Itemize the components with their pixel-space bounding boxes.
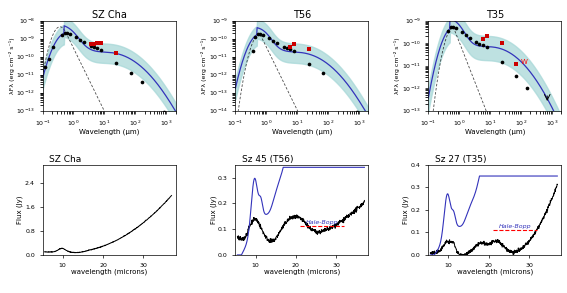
Point: [112, 51, 121, 56]
Point: [66, 32, 75, 36]
Point: [483, 34, 492, 39]
Y-axis label: Flux (Jy): Flux (Jy): [210, 196, 217, 224]
Point: [497, 59, 506, 64]
Y-axis label: Flux (Jy): Flux (Jy): [403, 196, 409, 224]
Point: [290, 42, 299, 46]
Text: SZ Cha: SZ Cha: [49, 155, 82, 164]
Point: [58, 33, 67, 37]
Point: [452, 25, 461, 30]
Point: [268, 38, 277, 43]
Point: [304, 47, 314, 52]
Point: [45, 57, 54, 62]
Point: [251, 35, 260, 40]
Point: [279, 45, 288, 49]
Point: [466, 36, 475, 41]
Point: [137, 79, 146, 84]
Point: [61, 30, 70, 35]
X-axis label: Wavelength (µm): Wavelength (µm): [464, 129, 525, 135]
Point: [448, 25, 458, 29]
Point: [160, 110, 169, 115]
Point: [259, 33, 268, 37]
Point: [254, 32, 263, 36]
Point: [264, 35, 273, 40]
Point: [282, 46, 291, 50]
X-axis label: wavelength (microns): wavelength (microns): [456, 269, 533, 275]
Text: Hale-Bopp: Hale-Bopp: [498, 224, 531, 229]
Y-axis label: λFλ (erg cm⁻² s⁻¹): λFλ (erg cm⁻² s⁻¹): [201, 37, 208, 94]
Point: [92, 46, 101, 51]
Point: [285, 47, 294, 52]
X-axis label: wavelength (microns): wavelength (microns): [264, 269, 340, 275]
Point: [112, 60, 121, 65]
Text: Sz 45 (T56): Sz 45 (T56): [242, 155, 294, 164]
Point: [512, 74, 521, 78]
Point: [285, 45, 294, 49]
Point: [353, 110, 362, 115]
Y-axis label: λFλ (erg cm⁻² s⁻¹): λFλ (erg cm⁻² s⁻¹): [395, 37, 400, 94]
Point: [86, 42, 95, 46]
Point: [97, 40, 106, 45]
Point: [89, 45, 98, 50]
Point: [319, 71, 328, 76]
Point: [97, 47, 106, 52]
Point: [512, 62, 521, 66]
Point: [479, 43, 488, 47]
Title: T56: T56: [293, 10, 311, 20]
Point: [497, 41, 506, 45]
Point: [483, 45, 492, 50]
Text: Sz 27 (T35): Sz 27 (T35): [435, 155, 486, 164]
Y-axis label: λFλ (erg cm⁻² s⁻¹): λFλ (erg cm⁻² s⁻¹): [9, 37, 15, 94]
Point: [462, 33, 471, 38]
X-axis label: wavelength (microns): wavelength (microns): [71, 269, 147, 275]
Point: [63, 31, 72, 35]
Point: [86, 44, 95, 48]
Point: [89, 42, 98, 46]
X-axis label: Wavelength (µm): Wavelength (µm): [79, 129, 139, 135]
Point: [304, 62, 314, 66]
Point: [71, 35, 81, 40]
Point: [475, 41, 484, 46]
Point: [472, 40, 481, 45]
Point: [75, 38, 84, 42]
Point: [290, 49, 299, 54]
Title: SZ Cha: SZ Cha: [92, 10, 126, 20]
Text: W: W: [521, 59, 528, 65]
Point: [126, 71, 135, 76]
Point: [447, 25, 456, 30]
Point: [458, 29, 467, 34]
Point: [443, 28, 452, 33]
Point: [248, 49, 257, 54]
Point: [92, 41, 101, 46]
Point: [479, 37, 488, 41]
Point: [40, 65, 49, 70]
Point: [49, 45, 58, 49]
Y-axis label: Flux (Jy): Flux (Jy): [17, 196, 23, 224]
Point: [523, 86, 532, 91]
Point: [272, 41, 281, 46]
X-axis label: Wavelength (µm): Wavelength (µm): [272, 129, 332, 135]
Point: [79, 40, 88, 45]
Title: T35: T35: [486, 10, 504, 20]
Point: [256, 32, 265, 36]
Text: Hale-Bopp: Hale-Bopp: [306, 220, 338, 225]
